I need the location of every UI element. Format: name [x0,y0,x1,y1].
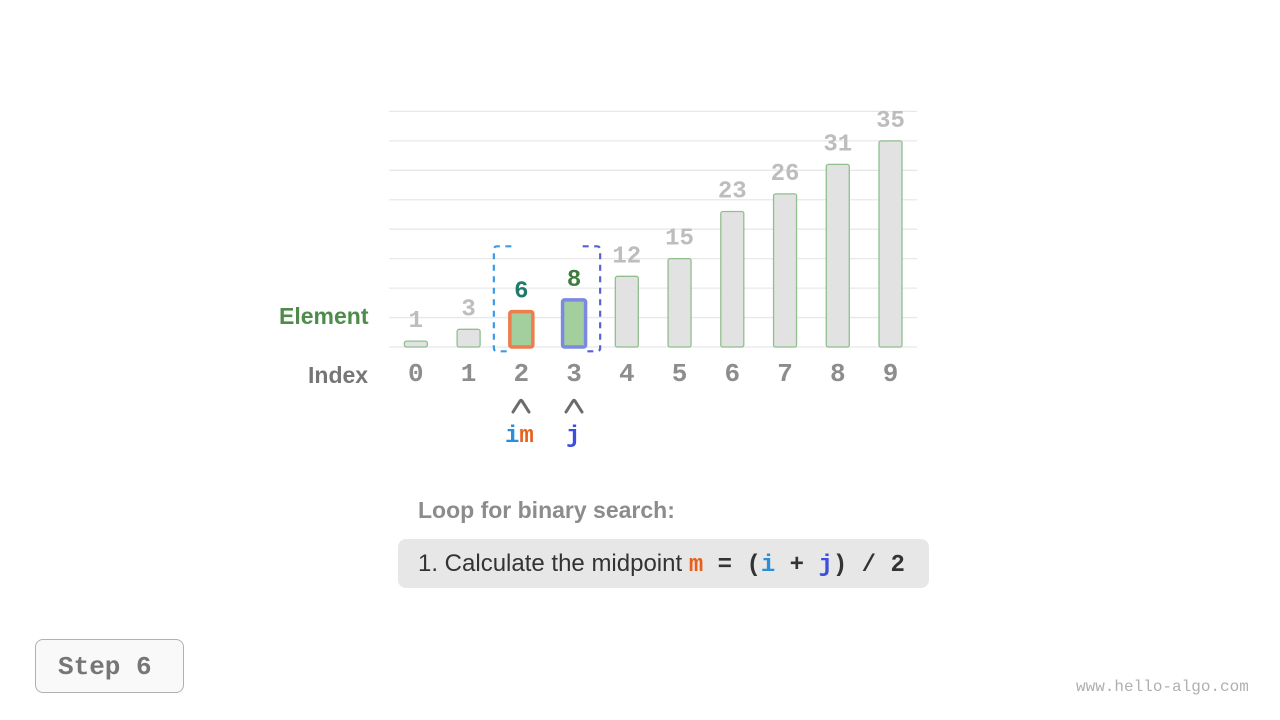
svg-text:8: 8 [567,267,581,294]
svg-text:35: 35 [876,108,905,135]
svg-text:3: 3 [566,359,582,389]
svg-text:7: 7 [777,359,793,389]
svg-text:23: 23 [718,179,747,206]
svg-text:2: 2 [514,359,530,389]
svg-text:3: 3 [461,296,475,323]
svg-text:8: 8 [830,359,846,389]
svg-text:15: 15 [665,226,694,253]
svg-text:1: 1 [461,359,477,389]
svg-text:6: 6 [724,359,740,389]
svg-text:12: 12 [612,243,641,270]
svg-text:5: 5 [672,359,688,389]
svg-text:31: 31 [823,131,852,158]
svg-text:4: 4 [619,359,635,389]
svg-text:26: 26 [771,161,800,188]
svg-text:9: 9 [883,359,899,389]
svg-text:6: 6 [514,279,528,306]
